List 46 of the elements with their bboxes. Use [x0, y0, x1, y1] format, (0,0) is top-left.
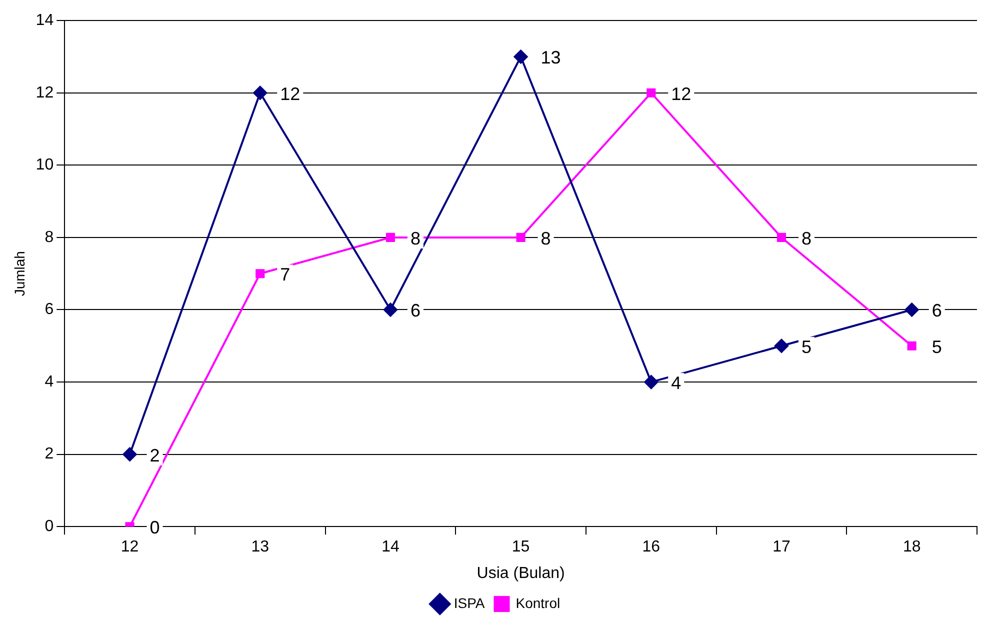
point	[256, 269, 265, 278]
point	[776, 232, 786, 242]
data-label: 2	[150, 445, 160, 466]
y-axis-title: Jumlah	[11, 251, 28, 296]
data-label: 12	[671, 84, 692, 104]
x-axis-title: Usia (Bulan)	[476, 564, 565, 582]
point	[386, 232, 395, 242]
y-tick-label: 14	[36, 12, 54, 30]
y-tick-label: 10	[36, 156, 54, 174]
point	[774, 338, 788, 353]
legend-label: Kontrol	[516, 594, 560, 611]
y-tick-label: 0	[44, 518, 54, 536]
point	[904, 302, 919, 317]
data-label: 5	[932, 336, 942, 357]
point	[514, 50, 528, 64]
x-tick-label: 18	[902, 538, 921, 556]
data-label: 6	[410, 300, 420, 321]
y-tick-label: 4	[44, 373, 54, 390]
y-tick-label: 2	[44, 446, 54, 463]
y-tick-label: 12	[36, 84, 54, 102]
data-label: 8	[410, 228, 420, 248]
x-tick-label: 14	[382, 538, 400, 556]
data-label: 8	[540, 228, 551, 248]
point	[907, 341, 916, 350]
y-tick-label: 8	[44, 228, 54, 246]
data-label: 5	[801, 336, 812, 357]
point	[383, 302, 398, 317]
y-tick-label: 6	[44, 301, 54, 318]
data-label: 6	[932, 300, 942, 321]
point	[253, 86, 268, 100]
x-tick-label: 17	[772, 538, 790, 556]
point	[646, 88, 656, 98]
data-label: 8	[801, 228, 812, 248]
data-label: 0	[150, 518, 160, 538]
x-tick-label: 16	[642, 538, 660, 556]
data-label: 12	[280, 84, 300, 104]
point	[644, 375, 658, 390]
x-tick-label: 15	[512, 538, 530, 556]
point	[516, 232, 526, 242]
x-tick-label: 12	[120, 538, 139, 556]
data-label: 7	[280, 264, 290, 285]
data-label: 13	[540, 48, 561, 68]
x-tick-label: 13	[251, 538, 270, 556]
point	[122, 447, 137, 462]
data-label: 4	[671, 372, 682, 393]
legend-label: ISPA	[454, 594, 486, 611]
